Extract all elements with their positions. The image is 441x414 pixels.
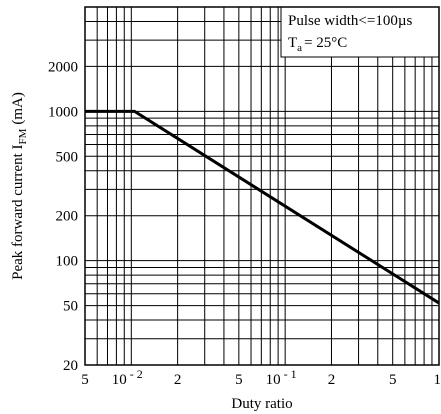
x-tick-label: 10- 2	[112, 367, 143, 388]
series-group	[85, 109, 440, 305]
legend-box: Pulse width<=100µs Ta = 25°C	[280, 6, 440, 58]
x-axis-title: Duty ratio	[231, 396, 292, 412]
series-line-0	[85, 109, 440, 305]
y-axis-title: Peak forward current IFM(mA)	[10, 92, 29, 280]
legend-pulse-width: Pulse width<=100µs	[288, 13, 412, 29]
x-tick-label: 5	[81, 372, 89, 388]
y-tick-label: 1000	[48, 104, 78, 120]
y-tick-label: 100	[56, 254, 79, 270]
plot-frame	[84, 6, 440, 366]
x-tick-label: 2	[174, 372, 182, 388]
y-tick-label: 500	[56, 149, 79, 165]
x-tick-label: 5	[389, 372, 397, 388]
y-tick-label: 50	[63, 299, 78, 315]
y-tick-labels: 20 50 100 200 500 1000 2000	[48, 59, 78, 374]
x-tick-label: 5	[235, 372, 243, 388]
y-tick-label: 200	[56, 209, 79, 225]
legend-temperature: Ta = 25°C	[288, 35, 347, 54]
x-tick-label: 2	[328, 372, 336, 388]
grid-lines	[84, 6, 440, 366]
x-tick-labels: 5 10- 2 2 5 10- 1 2 5 1	[81, 367, 441, 388]
x-tick-label: 1	[434, 372, 441, 388]
y-tick-label: 2000	[48, 59, 78, 75]
y-tick-label: 20	[63, 358, 78, 374]
x-tick-label: 10- 1	[266, 367, 297, 388]
